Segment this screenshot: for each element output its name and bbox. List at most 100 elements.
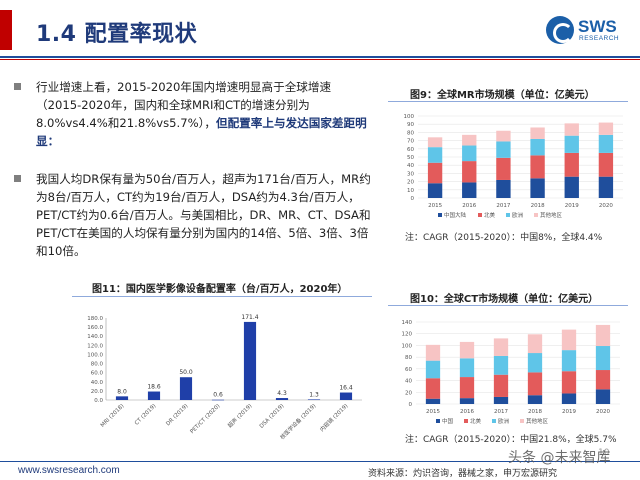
legend-label: 中国大陆 xyxy=(444,211,467,219)
legend-label: 欧洲 xyxy=(512,211,524,219)
fig9-caption: 图9：全球MR市场规模（单位：亿美元） xyxy=(410,90,595,101)
bar-segment xyxy=(425,398,441,404)
bar xyxy=(339,392,353,400)
legend-swatch xyxy=(492,419,496,423)
bar-segment xyxy=(496,130,511,142)
data-label: 171.4 xyxy=(241,314,258,321)
x-tick-label: 内窥镜 (2019) xyxy=(318,402,349,433)
bar-segment xyxy=(493,396,509,404)
y-tick-label: 100 xyxy=(402,343,413,349)
header-divider xyxy=(0,56,640,58)
y-tick-label: 120.0 xyxy=(87,343,103,349)
legend-swatch xyxy=(436,419,440,423)
x-tick-label: 2018 xyxy=(531,203,545,209)
y-tick-label: 90 xyxy=(407,122,414,128)
y-tick-label: 80 xyxy=(407,130,414,136)
bar-segment xyxy=(425,360,441,379)
fig10-caption-rule xyxy=(388,305,628,306)
legend-label: 北美 xyxy=(470,417,482,425)
fig9-note: 注：CAGR（2015-2020）：中国8%，全球4.4% xyxy=(405,233,603,243)
data-label: 0.6 xyxy=(213,392,223,399)
watermark: 头条 @未来智库 xyxy=(508,450,611,466)
y-tick-label: 40 xyxy=(405,379,412,385)
bar-segment xyxy=(530,178,545,198)
legend-label: 北美 xyxy=(484,211,496,219)
y-tick-label: 20.0 xyxy=(91,389,104,395)
legend-swatch xyxy=(534,213,538,217)
bar-segment xyxy=(564,152,579,177)
logo-text: SWS xyxy=(578,17,617,36)
bar-segment xyxy=(462,145,477,162)
bar xyxy=(115,396,129,400)
y-tick-label: 80 xyxy=(405,355,412,361)
y-tick-label: 10 xyxy=(407,188,414,194)
bar-segment xyxy=(496,157,511,180)
bar xyxy=(275,398,289,400)
data-label: 8.0 xyxy=(117,388,127,395)
y-tick-label: 40 xyxy=(407,163,414,169)
y-tick-label: 100 xyxy=(404,114,415,120)
y-tick-label: 0 xyxy=(411,196,415,202)
bar-segment xyxy=(459,358,475,378)
x-tick-label: CT (2019) xyxy=(134,403,158,427)
bar-segment xyxy=(561,329,577,351)
fig11-caption: 图11：国内医学影像设备配置率（台/百万人，2020年） xyxy=(92,284,348,295)
bar-segment xyxy=(425,378,441,399)
fig11-caption-rule xyxy=(72,296,372,297)
bar-segment xyxy=(530,138,545,156)
logo-subtext: RESEARCH xyxy=(579,35,620,42)
bar-segment xyxy=(527,372,543,396)
x-tick-label: 2015 xyxy=(428,203,442,209)
y-tick-label: 60 xyxy=(407,147,414,153)
legend-label: 其他地区 xyxy=(540,211,563,219)
fig9-caption-rule xyxy=(388,101,628,102)
x-tick-label: 2016 xyxy=(462,203,476,209)
y-tick-label: 60 xyxy=(405,367,412,373)
x-tick-label: 2016 xyxy=(460,409,474,415)
bar-segment xyxy=(527,395,543,404)
bar-segment xyxy=(561,350,577,372)
data-label: 1.3 xyxy=(309,391,319,398)
x-tick-label: 2015 xyxy=(426,409,440,415)
sws-logo: SWS RESEARCH xyxy=(546,14,630,46)
bullet-config-rate: 我国人均DR保有量为50台/百万人，超声为171台/百万人，MR约为8台/百万人… xyxy=(14,170,372,260)
x-tick-label: DR (2019) xyxy=(165,403,189,427)
x-tick-label: 2019 xyxy=(562,409,576,415)
y-tick-label: 100.0 xyxy=(87,352,103,358)
x-tick-label: PET/CT (2020) xyxy=(189,403,221,435)
bar-segment xyxy=(561,393,577,404)
bar-segment xyxy=(595,370,611,390)
bar-segment xyxy=(493,374,509,397)
sws-logo-icon xyxy=(546,16,574,44)
header-accent-bar xyxy=(0,10,12,50)
legend-swatch xyxy=(438,213,442,217)
x-tick-label: 2017 xyxy=(494,409,508,415)
bullet-emphasis: 但配置率上与发达国家差距明显： xyxy=(36,116,367,148)
bullet-text: 行业增速上看，2015-2020年国内增速明显高于全球增速（2015-2020年… xyxy=(36,80,332,130)
x-tick-label: 2017 xyxy=(496,203,510,209)
y-tick-label: 0 xyxy=(409,402,413,408)
bar-segment xyxy=(493,355,509,375)
x-tick-label: 2020 xyxy=(599,203,613,209)
bar-segment xyxy=(459,398,475,404)
bar-segment xyxy=(595,346,611,371)
bar xyxy=(179,377,193,400)
bar-segment xyxy=(459,377,475,399)
fig10-caption: 图10：全球CT市场规模（单位：亿美元） xyxy=(410,294,599,305)
x-tick-label: MRI (2018) xyxy=(100,403,126,429)
fig10-note: 注：CAGR（2015-2020）：中国21.8%，全球5.7% xyxy=(405,435,617,445)
x-tick-label: 超声 (2019) xyxy=(226,402,254,430)
x-tick-label: 2018 xyxy=(528,409,542,415)
page-title: 1.4 配置率现状 xyxy=(36,22,198,47)
bar-segment xyxy=(595,324,611,347)
bar-segment xyxy=(427,162,443,184)
bar-segment xyxy=(598,152,614,177)
data-label: 50.0 xyxy=(179,369,193,376)
x-tick-label: DSA (2019) xyxy=(259,403,286,430)
y-tick-label: 20 xyxy=(407,180,414,186)
footer-url[interactable]: www.swsresearch.com xyxy=(18,465,120,476)
data-label: 4.3 xyxy=(277,390,287,397)
bar-segment xyxy=(462,182,477,198)
bar-segment xyxy=(427,137,443,148)
data-label: 16.4 xyxy=(339,385,353,392)
